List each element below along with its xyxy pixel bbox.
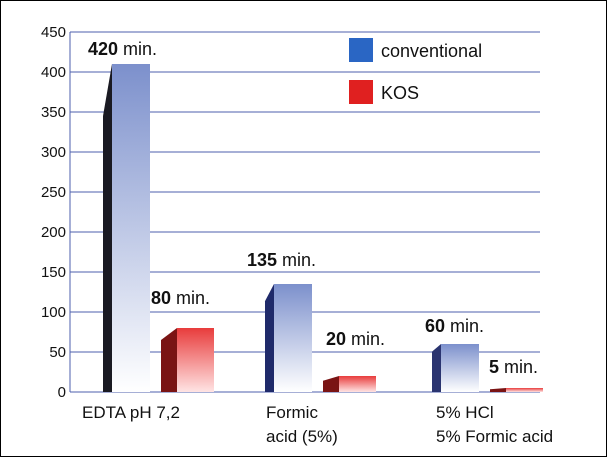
data-label-conventional: 420 min. — [88, 39, 157, 59]
bar-kos — [506, 388, 543, 392]
y-tick-label: 250 — [41, 184, 66, 201]
data-label-conventional: 135 min. — [247, 250, 316, 270]
bar-conventional — [441, 344, 479, 392]
bar-conventional-side — [432, 344, 441, 392]
y-tick-label: 50 — [49, 344, 66, 361]
bar-kos-side — [490, 388, 506, 392]
data-label-kos: 80 min. — [151, 288, 210, 308]
bar-kos — [339, 376, 376, 392]
y-tick-label: 0 — [58, 384, 66, 401]
x-tick-label: 5% HCl — [436, 403, 494, 422]
bar-kos-side — [161, 328, 177, 392]
y-tick-label: 350 — [41, 104, 66, 121]
y-tick-label: 200 — [41, 224, 66, 241]
y-tick-label: 150 — [41, 264, 66, 281]
y-tick-label: 400 — [41, 64, 66, 81]
legend-swatch-kos — [349, 80, 373, 104]
x-tick-label: 5% Formic acid — [436, 427, 553, 446]
data-label-kos: 5 min. — [489, 357, 538, 377]
bar-kos-side — [323, 376, 339, 392]
bar-conventional — [274, 284, 312, 392]
y-tick-label: 100 — [41, 304, 66, 321]
bar-conventional — [112, 64, 150, 392]
x-tick-label: EDTA pH 7,2 — [82, 403, 180, 422]
bar-conventional-side — [265, 284, 274, 392]
data-label-kos: 20 min. — [326, 329, 385, 349]
legend-swatch-conventional — [349, 38, 373, 62]
bar-conventional-side — [103, 64, 112, 392]
x-tick-label: acid (5%) — [266, 427, 338, 446]
y-tick-label: 450 — [41, 24, 66, 41]
y-tick-label: 300 — [41, 144, 66, 161]
bar-kos — [177, 328, 214, 392]
legend-label-kos: KOS — [381, 83, 419, 103]
x-tick-label: Formic — [266, 403, 318, 422]
data-label-conventional: 60 min. — [425, 316, 484, 336]
legend-label-conventional: conventional — [381, 41, 482, 61]
